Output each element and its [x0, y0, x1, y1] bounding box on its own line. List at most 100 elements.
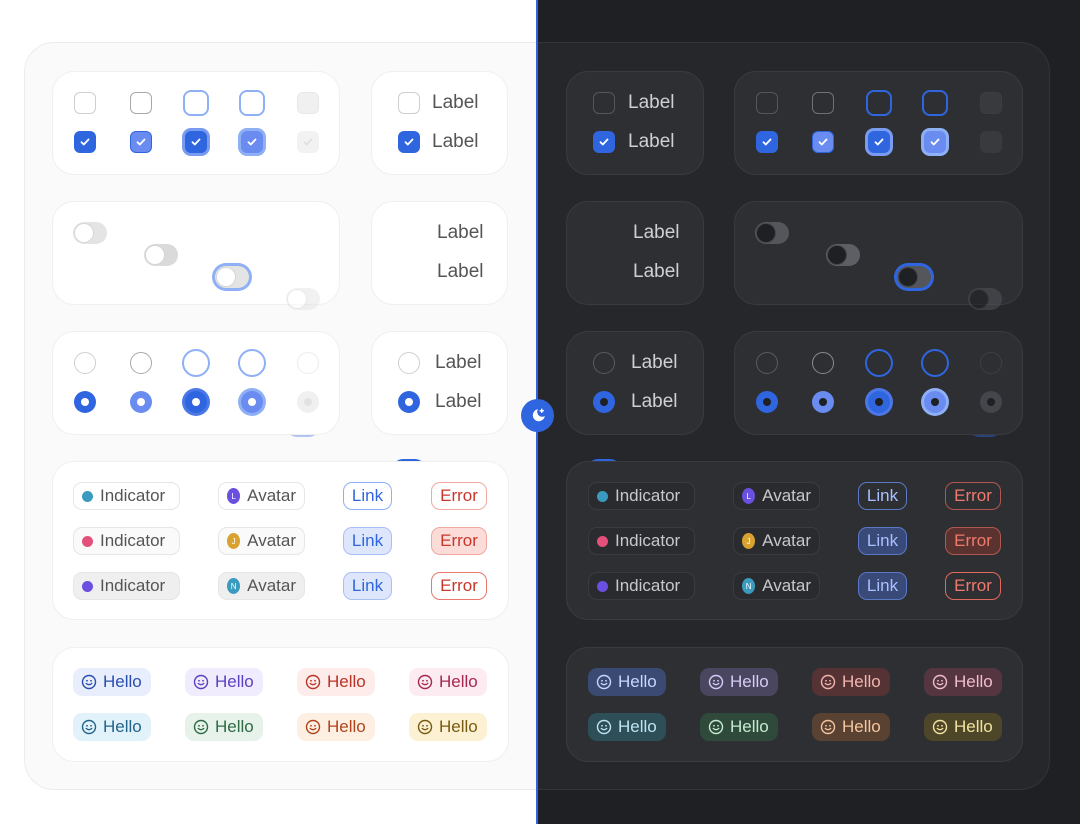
toggle-knob: [75, 224, 93, 242]
checkbox-unchecked[interactable]: [183, 90, 209, 116]
radio-selected[interactable]: [924, 391, 946, 413]
toggle-off[interactable]: [144, 244, 178, 266]
indicator-dot: [597, 580, 608, 592]
checkbox-checked[interactable]: [74, 131, 96, 153]
checkbox-unchecked[interactable]: [398, 92, 420, 114]
control-label[interactable]: Label: [437, 261, 484, 282]
indicator-badge: Indicator: [73, 572, 180, 600]
link-badge[interactable]: Link: [343, 572, 392, 600]
tag-label: Hello: [327, 717, 366, 736]
radio-dot: [248, 398, 256, 406]
toggle-off[interactable]: [897, 266, 931, 288]
checkbox-checked[interactable]: [398, 131, 420, 153]
checkbox-checked[interactable]: [868, 131, 890, 153]
control-label[interactable]: Label: [631, 391, 678, 412]
indicator-dot: [82, 490, 93, 502]
smiley-icon: [932, 719, 948, 735]
badge-label: Avatar: [247, 531, 296, 550]
checkbox-checked[interactable]: [924, 131, 946, 153]
radio-selected[interactable]: [868, 391, 890, 413]
avatar-badge: N Avatar: [218, 572, 305, 600]
check-icon: [191, 138, 201, 146]
hello-tag: Hello: [924, 713, 1002, 741]
control-label[interactable]: Label: [631, 352, 678, 373]
checkbox-unchecked[interactable]: [239, 90, 265, 116]
hello-tag: Hello: [409, 668, 487, 696]
hello-tag: Hello: [588, 713, 666, 741]
avatar-badge: L Avatar: [218, 482, 305, 510]
radio-selected[interactable]: [130, 391, 152, 413]
hello-tag: Hello: [588, 668, 666, 696]
control-label[interactable]: Label: [437, 222, 484, 243]
checkbox-checked[interactable]: [593, 131, 615, 153]
tag-label: Hello: [215, 672, 254, 691]
link-badge[interactable]: Link: [858, 482, 907, 510]
toggle-off[interactable]: [755, 222, 789, 244]
checkbox-unchecked[interactable]: [866, 90, 892, 116]
control-label[interactable]: Label: [633, 261, 680, 282]
checkbox-unchecked[interactable]: [812, 92, 834, 114]
smiley-icon: [596, 674, 612, 690]
badge-label: Avatar: [247, 486, 296, 505]
tag-label: Hello: [730, 717, 769, 736]
radio-unselected[interactable]: [756, 352, 778, 374]
radio-unselected[interactable]: [921, 349, 949, 377]
checkbox-unchecked[interactable]: [74, 92, 96, 114]
radio-selected[interactable]: [74, 391, 96, 413]
radio-selected[interactable]: [812, 391, 834, 413]
radio-selected[interactable]: [185, 391, 207, 413]
indicator-badge: Indicator: [73, 482, 180, 510]
radio-unselected[interactable]: [593, 352, 615, 374]
radio-selected: [297, 391, 319, 413]
radio-dot: [192, 398, 200, 406]
tag-label: Hello: [439, 717, 478, 736]
radio-unselected[interactable]: [74, 352, 96, 374]
link-badge[interactable]: Link: [858, 572, 907, 600]
checkbox-checked[interactable]: [812, 131, 834, 153]
checkbox-unchecked[interactable]: [756, 92, 778, 114]
radio-unselected[interactable]: [130, 352, 152, 374]
radio-unselected[interactable]: [865, 349, 893, 377]
radio-dot: [137, 398, 145, 406]
checkbox-unchecked[interactable]: [130, 92, 152, 114]
toggle-off[interactable]: [215, 266, 249, 288]
checkbox-unchecked[interactable]: [922, 90, 948, 116]
radio-selected[interactable]: [398, 391, 420, 413]
checkbox-unchecked[interactable]: [593, 92, 615, 114]
checkbox-checked[interactable]: [756, 131, 778, 153]
toggle-off[interactable]: [73, 222, 107, 244]
radio-unselected[interactable]: [812, 352, 834, 374]
link-badge[interactable]: Link: [343, 482, 392, 510]
control-label[interactable]: Label: [432, 92, 479, 113]
theme-toggle-button[interactable]: [521, 399, 554, 432]
radio-selected[interactable]: [241, 391, 263, 413]
link-badge[interactable]: Link: [858, 527, 907, 555]
badge-label: Indicator: [615, 531, 681, 550]
toggle-off[interactable]: [826, 244, 860, 266]
control-label[interactable]: Label: [432, 131, 479, 152]
radio-selected[interactable]: [593, 391, 615, 413]
link-badge[interactable]: Link: [343, 527, 392, 555]
badge-label: Avatar: [762, 531, 811, 550]
radio-unselected[interactable]: [398, 352, 420, 374]
control-label[interactable]: Label: [628, 92, 675, 113]
control-label[interactable]: Label: [435, 352, 482, 373]
radio-selected[interactable]: [756, 391, 778, 413]
radio-unselected: [297, 352, 319, 374]
toggle-states-card: [52, 201, 340, 305]
check-icon: [303, 138, 313, 146]
radio-dot: [600, 398, 608, 406]
control-label[interactable]: Label: [628, 131, 675, 152]
control-label[interactable]: Label: [633, 222, 680, 243]
checkbox-checked[interactable]: [185, 131, 207, 153]
control-label[interactable]: Label: [435, 391, 482, 412]
radio-unselected[interactable]: [182, 349, 210, 377]
hello-tag: Hello: [185, 713, 263, 741]
error-badge: Error: [945, 527, 1001, 555]
hello-tag: Hello: [73, 713, 151, 741]
radio-unselected[interactable]: [238, 349, 266, 377]
checkbox-checked[interactable]: [130, 131, 152, 153]
checkbox-checked[interactable]: [241, 131, 263, 153]
avatar: J: [227, 533, 241, 549]
hello-tag: Hello: [924, 668, 1002, 696]
